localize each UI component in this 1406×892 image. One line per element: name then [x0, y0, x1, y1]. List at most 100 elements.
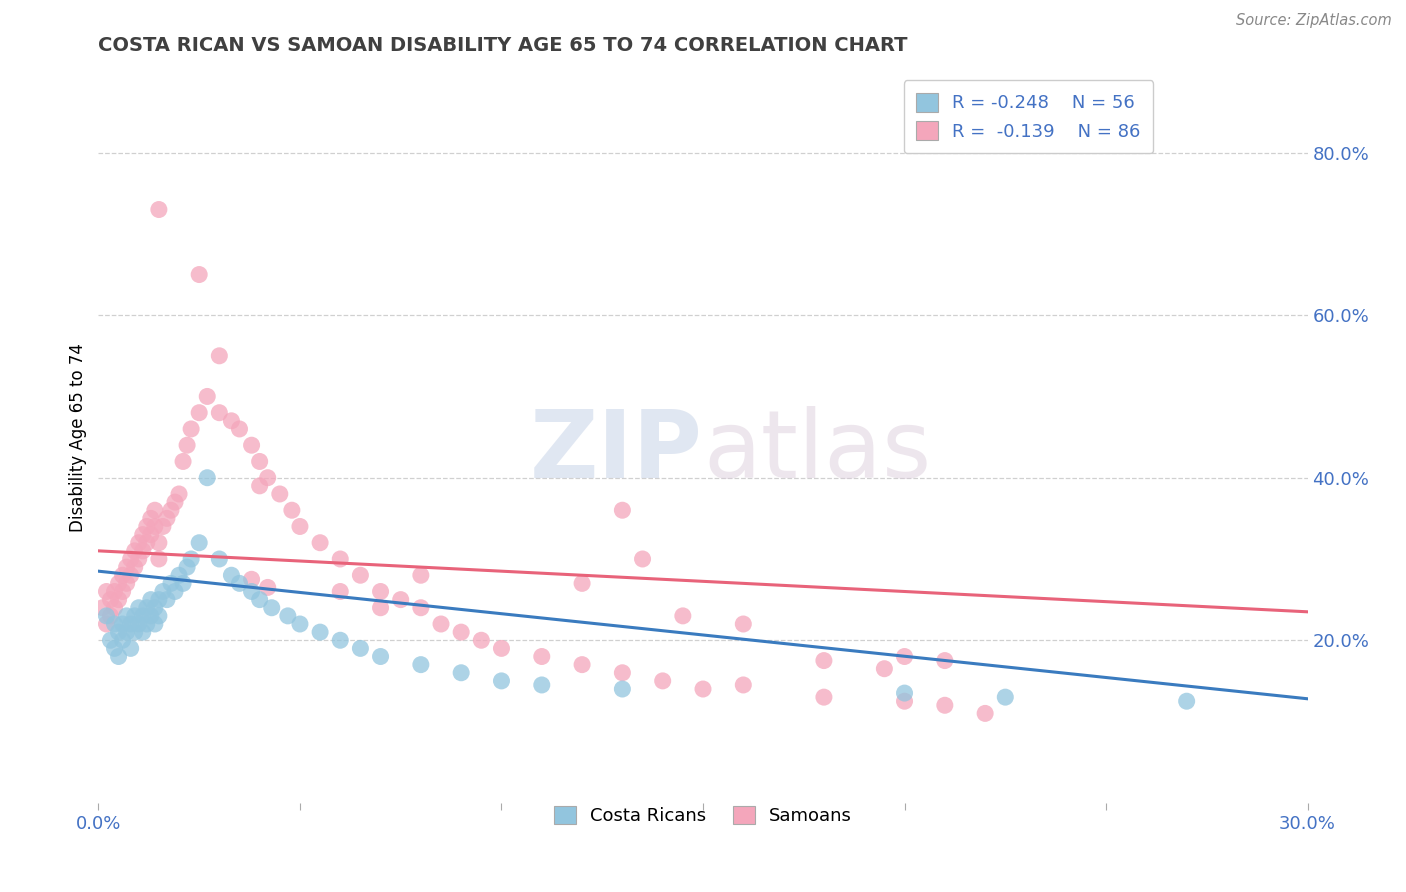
Point: [96, 617, 118, 632]
Point: [409, 657, 432, 672]
Point: [124, 544, 146, 558]
Point: [631, 552, 654, 566]
Point: [167, 568, 190, 582]
Point: [349, 641, 371, 656]
Point: [430, 617, 453, 632]
Point: [208, 552, 231, 566]
Point: [409, 568, 432, 582]
Point: [893, 649, 915, 664]
Point: [132, 625, 155, 640]
Point: [733, 678, 755, 692]
Point: [100, 633, 122, 648]
Point: [180, 422, 202, 436]
Point: [256, 581, 278, 595]
Point: [934, 698, 956, 713]
Point: [156, 592, 179, 607]
Point: [152, 519, 174, 533]
Point: [135, 519, 157, 533]
Point: [124, 560, 146, 574]
Point: [389, 592, 412, 607]
Point: [163, 584, 186, 599]
Legend: Costa Ricans, Samoans: Costa Ricans, Samoans: [541, 793, 865, 838]
Point: [221, 568, 243, 582]
Point: [103, 600, 125, 615]
Point: [208, 349, 231, 363]
Point: [240, 438, 263, 452]
Point: [100, 608, 122, 623]
Point: [228, 576, 250, 591]
Point: [96, 608, 118, 623]
Point: [672, 608, 695, 623]
Point: [309, 535, 332, 549]
Point: [100, 592, 122, 607]
Point: [160, 503, 183, 517]
Point: [128, 600, 150, 615]
Point: [111, 584, 134, 599]
Point: [139, 608, 162, 623]
Point: [143, 503, 166, 517]
Point: [329, 633, 352, 648]
Point: [139, 592, 162, 607]
Point: [143, 617, 166, 632]
Point: [491, 673, 513, 688]
Point: [120, 552, 142, 566]
Point: [249, 479, 271, 493]
Point: [103, 617, 125, 632]
Point: [256, 471, 278, 485]
Point: [188, 268, 211, 282]
Point: [329, 584, 352, 599]
Point: [115, 608, 138, 623]
Point: [1175, 694, 1198, 708]
Point: [120, 568, 142, 582]
Point: [195, 389, 218, 403]
Point: [188, 406, 211, 420]
Point: [208, 406, 231, 420]
Point: [156, 511, 179, 525]
Point: [450, 625, 472, 640]
Point: [221, 414, 243, 428]
Point: [172, 576, 194, 591]
Point: [249, 454, 271, 468]
Point: [124, 625, 146, 640]
Point: [163, 495, 186, 509]
Point: [260, 600, 283, 615]
Point: [370, 649, 392, 664]
Point: [148, 535, 170, 549]
Point: [107, 649, 129, 664]
Point: [176, 438, 198, 452]
Point: [115, 625, 138, 640]
Point: [107, 592, 129, 607]
Point: [409, 600, 432, 615]
Point: [470, 633, 492, 648]
Point: [813, 690, 835, 705]
Point: [115, 560, 138, 574]
Point: [160, 576, 183, 591]
Point: [571, 576, 593, 591]
Point: [571, 657, 593, 672]
Point: [107, 576, 129, 591]
Point: [111, 633, 134, 648]
Point: [103, 641, 125, 656]
Point: [228, 422, 250, 436]
Point: [135, 535, 157, 549]
Point: [692, 681, 714, 696]
Point: [277, 608, 299, 623]
Point: [115, 576, 138, 591]
Point: [309, 625, 332, 640]
Point: [120, 641, 142, 656]
Point: [91, 600, 114, 615]
Point: [530, 678, 553, 692]
Point: [139, 511, 162, 525]
Point: [176, 560, 198, 574]
Point: [269, 487, 291, 501]
Point: [135, 617, 157, 632]
Point: [893, 694, 915, 708]
Point: [195, 471, 218, 485]
Point: [111, 568, 134, 582]
Point: [974, 706, 997, 721]
Point: [132, 544, 155, 558]
Point: [281, 503, 304, 517]
Point: [167, 487, 190, 501]
Point: [124, 608, 146, 623]
Point: [612, 665, 634, 680]
